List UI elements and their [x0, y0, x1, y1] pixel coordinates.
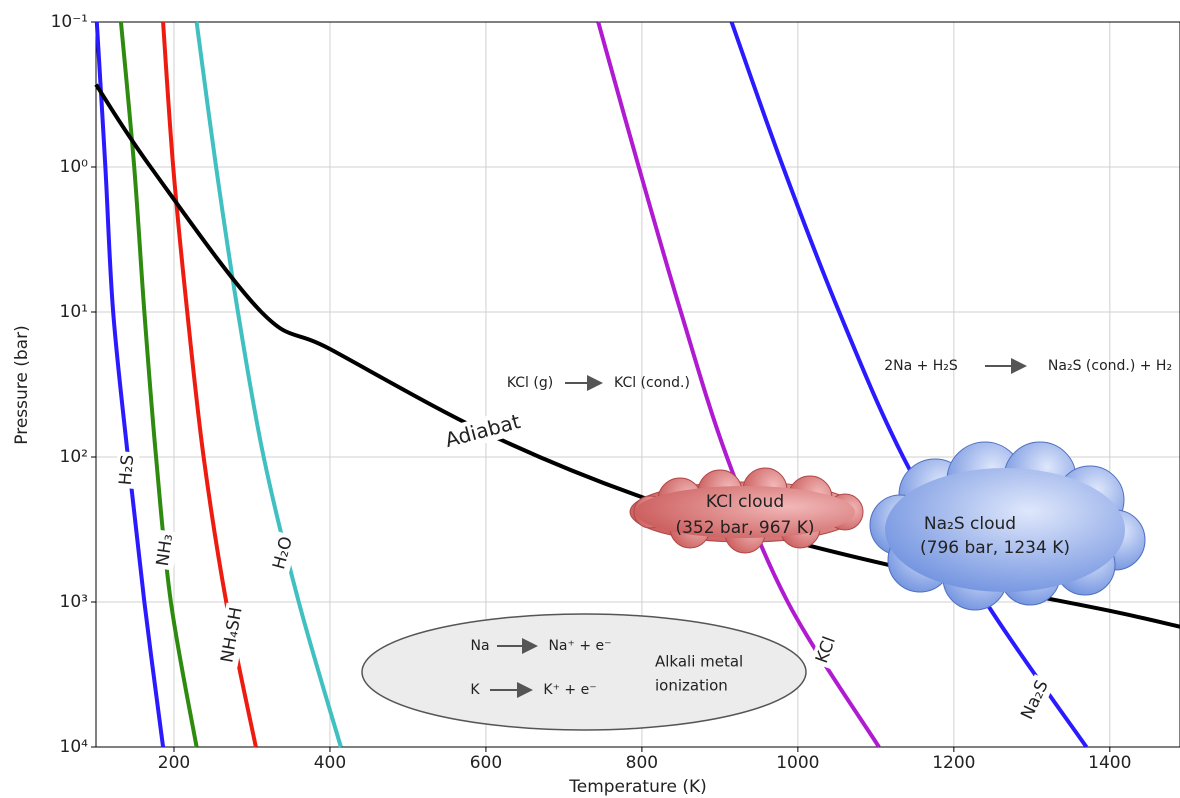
series-line [596, 21, 881, 749]
label-background [1015, 674, 1055, 726]
curve-label: NH₄SH [215, 602, 249, 668]
y-tick-label: 10¹ [60, 302, 88, 322]
y-tick-label: 10² [60, 447, 88, 467]
x-tick-label: 800 [626, 753, 658, 773]
curve-label: Na₂S [1015, 674, 1055, 726]
y-axis-label: Pressure (bar) [12, 325, 32, 444]
curve-label: H₂O [267, 531, 299, 575]
x-tick-label: 1000 [776, 753, 819, 773]
annotation: K [470, 682, 480, 698]
series-line [118, 21, 199, 748]
x-tick-label: 1200 [932, 753, 975, 773]
x-axis-label: Temperature (K) [568, 777, 707, 797]
annotation: ionization [655, 677, 728, 695]
annotation: K⁺ + e⁻ [543, 682, 596, 698]
annotation: (352 bar, 967 K) [675, 518, 814, 538]
y-tick-label: 10⁴ [60, 737, 89, 757]
curve-label-text: NH₃ [153, 533, 177, 568]
annotation: KCl (cond.) [614, 375, 690, 391]
label-background [114, 450, 140, 490]
series-line [729, 21, 1089, 749]
plot-frame [95, 21, 1180, 748]
x-tick-label: 400 [314, 753, 346, 773]
label-background [151, 529, 179, 571]
label-background [810, 630, 842, 670]
curve-label-text: Na₂S [1017, 677, 1052, 722]
annotation: Na⁺ + e⁻ [548, 638, 611, 654]
annotation: Na [470, 638, 489, 654]
annotation: Alkali metal [655, 653, 743, 671]
na2s-cloud-shape [869, 441, 1146, 611]
y-tick-label: 10⁻¹ [51, 12, 88, 32]
curve-label-text: H₂O [269, 534, 297, 571]
curve-label: H₂S [114, 450, 140, 490]
reaction-arrows [490, 358, 1027, 698]
y-tick-label: 10⁰ [60, 157, 89, 177]
annotation: Na₂S (cond.) + H₂ [1048, 358, 1172, 374]
annotation: KCl (g) [507, 375, 553, 391]
label-background [267, 531, 299, 575]
lines [94, 21, 1180, 749]
x-tick-label: 200 [158, 753, 190, 773]
annotation: KCl cloud [706, 492, 784, 512]
kcl-cloud-shape [629, 467, 864, 554]
annotation: (796 bar, 1234 K) [920, 538, 1070, 558]
ionization-ellipse [361, 613, 807, 731]
x-tick-label: 600 [470, 753, 502, 773]
y-tick-label: 10³ [60, 592, 88, 612]
x-tick-label: 1400 [1088, 753, 1131, 773]
series-line [94, 21, 166, 748]
series-line [194, 21, 343, 748]
curve-label: KCl [810, 630, 842, 670]
annotation: Na₂S cloud [924, 514, 1016, 534]
curve-label: NH₃ [151, 529, 179, 571]
annotation: 2Na + H₂S [884, 358, 958, 374]
label-background [439, 407, 527, 454]
labels: 200 400 600 800 1000 1200 1400 10⁻¹ 10⁰ 10¹ 10² 10³… [51, 12, 1173, 773]
decorations [361, 358, 1146, 731]
label-background [215, 602, 249, 668]
curve-label-text: H₂S [116, 454, 139, 486]
